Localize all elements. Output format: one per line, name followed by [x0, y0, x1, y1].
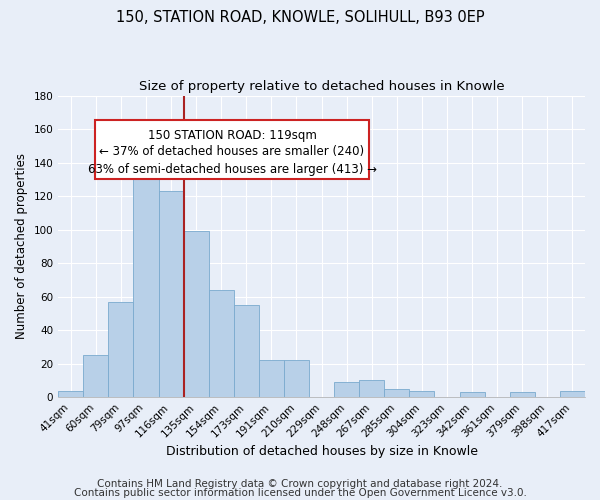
- Bar: [133, 152, 158, 397]
- Bar: [83, 356, 109, 397]
- Bar: [184, 232, 209, 397]
- Bar: [109, 302, 133, 397]
- Text: Contains public sector information licensed under the Open Government Licence v3: Contains public sector information licen…: [74, 488, 526, 498]
- Bar: [284, 360, 309, 397]
- Text: ← 37% of detached houses are smaller (240): ← 37% of detached houses are smaller (24…: [100, 146, 365, 158]
- Text: 63% of semi-detached houses are larger (413) →: 63% of semi-detached houses are larger (…: [88, 164, 377, 176]
- Text: 150 STATION ROAD: 119sqm: 150 STATION ROAD: 119sqm: [148, 128, 316, 141]
- Bar: [385, 389, 409, 397]
- Bar: [158, 191, 184, 397]
- FancyBboxPatch shape: [95, 120, 369, 178]
- Bar: [259, 360, 284, 397]
- X-axis label: Distribution of detached houses by size in Knowle: Distribution of detached houses by size …: [166, 444, 478, 458]
- Text: 150, STATION ROAD, KNOWLE, SOLIHULL, B93 0EP: 150, STATION ROAD, KNOWLE, SOLIHULL, B93…: [116, 10, 484, 25]
- Bar: [234, 305, 259, 397]
- Y-axis label: Number of detached properties: Number of detached properties: [15, 154, 28, 340]
- Bar: [58, 390, 83, 397]
- Bar: [359, 380, 385, 397]
- Bar: [334, 382, 359, 397]
- Bar: [460, 392, 485, 397]
- Bar: [409, 390, 434, 397]
- Bar: [209, 290, 234, 397]
- Bar: [560, 390, 585, 397]
- Title: Size of property relative to detached houses in Knowle: Size of property relative to detached ho…: [139, 80, 505, 93]
- Text: Contains HM Land Registry data © Crown copyright and database right 2024.: Contains HM Land Registry data © Crown c…: [97, 479, 503, 489]
- Bar: [510, 392, 535, 397]
